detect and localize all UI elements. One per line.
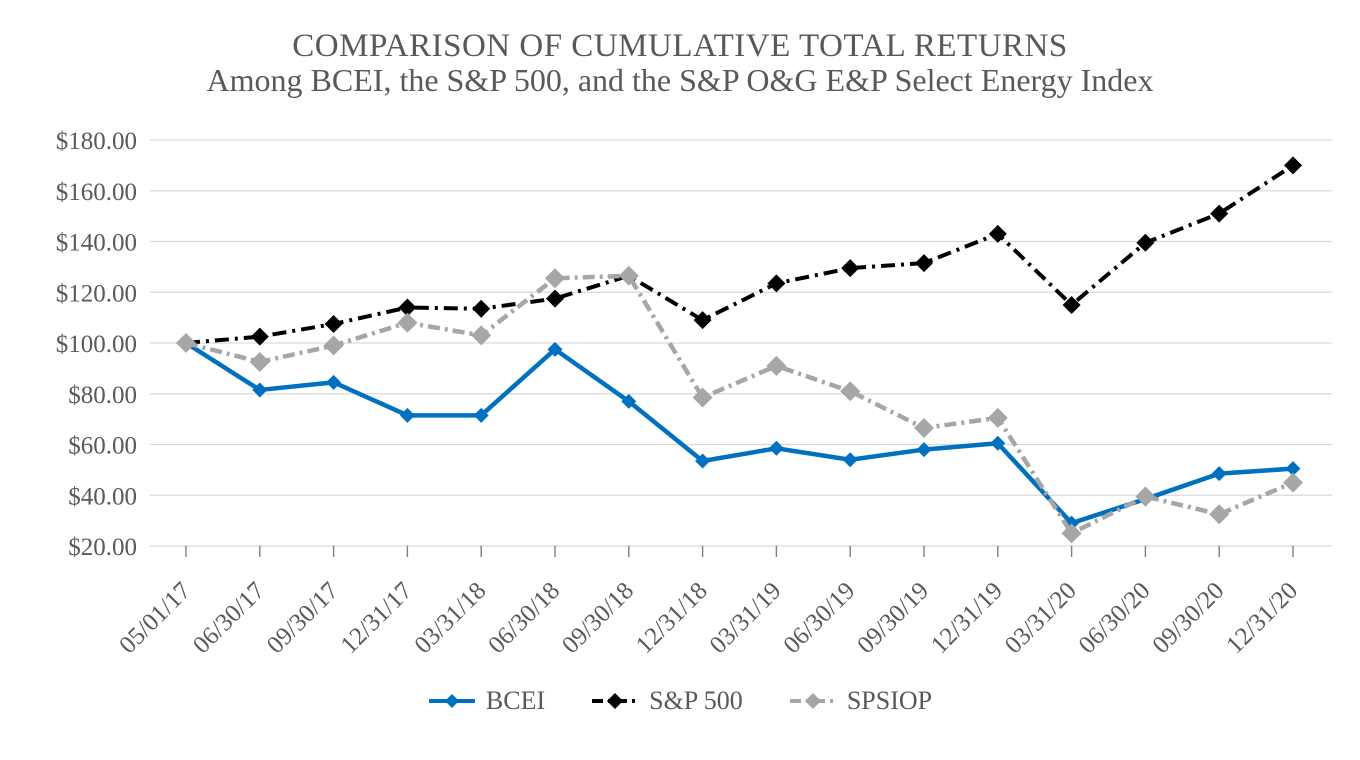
y-axis-tick-label: $20.00 <box>68 534 137 561</box>
data-point-marker <box>695 453 711 469</box>
y-axis-tick-label: $160.00 <box>56 179 137 206</box>
y-axis-tick-label: $80.00 <box>68 382 137 409</box>
data-point-marker <box>621 393 637 409</box>
data-point-marker <box>987 407 1008 428</box>
data-point-marker <box>398 298 417 317</box>
legend-label: S&P 500 <box>649 686 743 715</box>
data-point-marker <box>1136 233 1155 252</box>
data-point-marker <box>767 274 786 293</box>
data-point-marker <box>249 352 270 373</box>
x-axis-tick-label: 05/01/17 <box>114 577 196 659</box>
data-point-marker <box>914 418 934 439</box>
data-point-marker <box>768 440 784 456</box>
data-point-marker <box>1061 523 1082 544</box>
x-axis-tick-label: 06/30/17 <box>188 577 270 659</box>
data-point-marker <box>323 335 344 356</box>
legend-line-sample <box>592 693 639 709</box>
x-axis-tick-label: 09/30/20 <box>1147 577 1229 659</box>
x-axis-tick-label: 03/31/20 <box>1000 577 1082 659</box>
data-point-marker <box>693 311 712 330</box>
x-axis-tick-label: 03/31/19 <box>705 577 787 659</box>
data-point-marker <box>1210 204 1229 223</box>
x-axis-tick-label: 06/30/20 <box>1074 577 1156 659</box>
legend-item-bcei: BCEI <box>428 686 545 716</box>
legend-line-sample <box>428 694 475 708</box>
data-point-marker <box>324 314 343 333</box>
data-point-marker <box>250 327 269 346</box>
x-axis-tick-label: 12/31/17 <box>336 577 418 659</box>
chart-title: COMPARISON OF CUMULATIVE TOTAL RETURNS <box>292 28 1068 64</box>
data-point-marker <box>988 224 1007 243</box>
data-point-marker <box>252 382 268 398</box>
data-point-marker <box>1062 295 1081 314</box>
data-point-marker <box>915 254 933 273</box>
data-point-marker <box>397 312 418 333</box>
x-axis-tick-label: 06/30/18 <box>483 577 565 659</box>
data-point-marker <box>766 355 787 376</box>
x-axis-tick-label: 12/31/20 <box>1221 577 1303 659</box>
x-axis-tick-label: 09/30/19 <box>852 577 934 659</box>
y-axis-tick-label: $40.00 <box>68 483 137 510</box>
data-point-marker <box>545 268 565 289</box>
legend-item-spsiop: SPSIOP <box>789 686 932 716</box>
data-point-marker <box>841 259 860 278</box>
y-axis-tick-label: $140.00 <box>56 230 137 257</box>
y-axis-tick-label: $60.00 <box>68 433 137 460</box>
data-point-marker <box>471 325 492 346</box>
data-point-marker <box>1283 472 1303 493</box>
data-point-marker <box>842 452 858 468</box>
x-axis-tick-label: 09/30/18 <box>557 577 639 659</box>
data-point-marker <box>916 442 932 458</box>
x-axis-tick-label: 06/30/19 <box>778 577 860 659</box>
x-axis-tick-label: 03/31/18 <box>409 577 491 659</box>
data-point-marker <box>1135 486 1156 507</box>
y-axis-tick-label: $180.00 <box>56 128 137 155</box>
chart-legend: BCEI S&P 500 SPSIOP <box>0 686 1360 716</box>
data-point-marker <box>176 333 196 353</box>
data-point-marker <box>618 265 639 286</box>
y-axis-tick-label: $120.00 <box>56 280 137 307</box>
data-point-marker <box>399 407 415 423</box>
data-point-marker <box>1211 466 1227 482</box>
legend-item-s-p-500: S&P 500 <box>591 686 743 716</box>
data-point-marker <box>990 435 1006 451</box>
data-point-marker <box>1284 156 1302 175</box>
x-axis-tick-label: 12/31/19 <box>926 577 1008 659</box>
chart-subtitle: Among BCEI, the S&P 500, and the S&P O&G… <box>206 62 1154 98</box>
data-point-marker <box>547 341 563 357</box>
legend-line-sample <box>789 693 836 709</box>
x-axis-tick-label: 12/31/18 <box>631 577 713 659</box>
series-line-spsiop <box>185 273 1294 536</box>
legend-label: SPSIOP <box>846 686 933 715</box>
data-point-marker <box>1285 461 1301 477</box>
data-point-marker <box>692 387 713 408</box>
y-axis-tick-label: $100.00 <box>56 331 137 358</box>
data-point-marker <box>546 289 564 308</box>
data-point-marker <box>473 407 489 423</box>
series-line-s-p-500 <box>185 163 1295 345</box>
data-point-marker <box>1209 504 1230 525</box>
x-axis-tick-label: 09/30/17 <box>262 577 344 659</box>
data-point-marker <box>326 374 342 390</box>
legend-label: BCEI <box>485 686 546 715</box>
data-point-marker <box>472 299 491 318</box>
series-line-bcei <box>184 341 1294 526</box>
data-point-marker <box>840 381 861 402</box>
